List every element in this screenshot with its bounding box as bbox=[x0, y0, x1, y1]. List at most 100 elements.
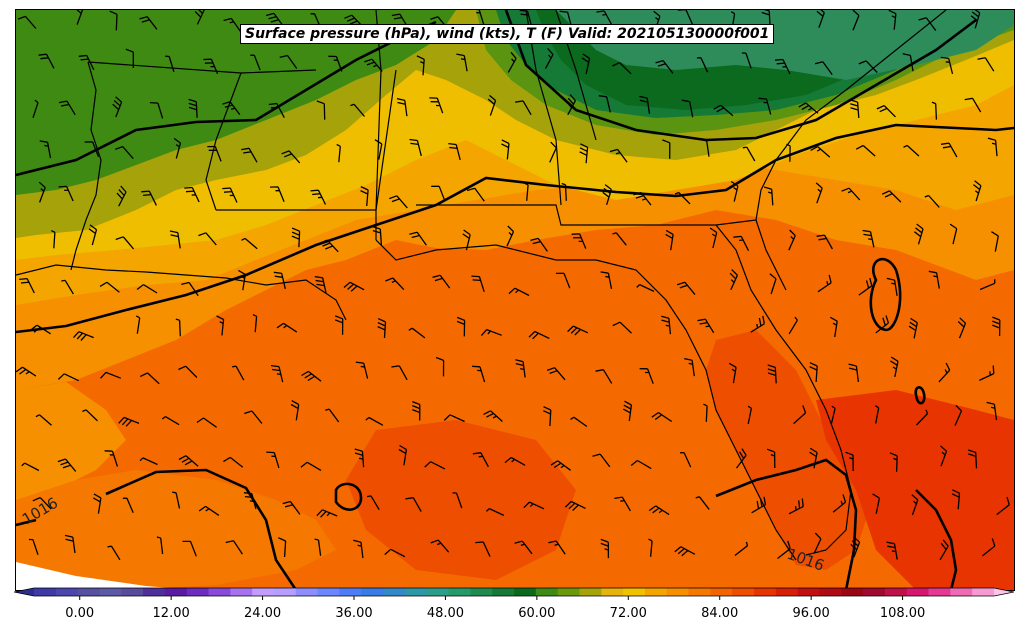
wind-barb bbox=[600, 271, 613, 290]
colorbar-segment bbox=[274, 588, 297, 596]
wind-barb bbox=[733, 235, 750, 251]
wind-barb bbox=[639, 95, 651, 114]
wind-barb bbox=[602, 184, 613, 205]
wind-barb bbox=[471, 365, 486, 383]
colorbar-segment bbox=[77, 588, 100, 596]
wind-barb bbox=[816, 234, 833, 250]
wind-barb bbox=[107, 545, 121, 561]
wind-barb bbox=[862, 229, 875, 248]
colorbar-segment bbox=[732, 588, 755, 596]
colorbar-segment bbox=[361, 588, 384, 596]
wind-barb bbox=[991, 231, 999, 252]
wind-barb bbox=[241, 237, 258, 250]
wind-barb bbox=[674, 191, 691, 205]
wind-barb bbox=[366, 495, 380, 511]
wind-barb bbox=[61, 279, 74, 295]
wind-barb bbox=[178, 365, 198, 378]
wind-barb bbox=[252, 314, 258, 333]
wind-barb bbox=[319, 239, 339, 253]
wind-barb bbox=[350, 103, 365, 117]
wind-barb bbox=[548, 540, 566, 555]
wind-barb bbox=[788, 229, 796, 251]
wind-barb bbox=[466, 187, 485, 202]
wind-barb bbox=[916, 409, 929, 426]
wind-barb bbox=[175, 318, 181, 337]
temperature-zone-east-red bbox=[816, 390, 1014, 590]
colorbar-segment bbox=[601, 588, 624, 596]
wind-barb bbox=[612, 321, 632, 334]
wind-barb bbox=[747, 405, 753, 425]
wind-barb bbox=[38, 53, 55, 69]
wind-barb bbox=[114, 145, 134, 160]
wind-barb bbox=[612, 232, 627, 246]
wind-barb bbox=[487, 94, 497, 116]
wind-barb bbox=[76, 10, 84, 25]
temperature-zone-orange-west bbox=[16, 382, 126, 500]
wind-barb bbox=[182, 540, 197, 557]
wind-barb bbox=[815, 182, 823, 204]
colorbar-segment bbox=[448, 588, 471, 596]
wind-barb bbox=[149, 101, 164, 119]
wind-barb bbox=[125, 48, 134, 68]
wind-barb bbox=[680, 451, 692, 468]
wind-barb bbox=[598, 95, 611, 113]
wind-barb bbox=[84, 141, 100, 157]
wind-barb bbox=[520, 180, 529, 201]
wind-barb bbox=[198, 232, 217, 246]
wind-barb bbox=[964, 97, 982, 113]
wind-barb bbox=[655, 59, 674, 74]
wind-barb bbox=[855, 144, 876, 157]
wind-barb bbox=[564, 500, 586, 511]
wind-barb bbox=[967, 449, 978, 469]
wind-barb bbox=[695, 496, 710, 510]
temperature-zone-southwest-corner bbox=[16, 562, 196, 590]
wind-barb bbox=[409, 138, 422, 157]
wind-barb bbox=[648, 538, 653, 557]
wind-barb bbox=[476, 10, 485, 25]
wind-barb bbox=[270, 364, 284, 383]
wind-barb bbox=[841, 187, 861, 201]
colorbar-tick-label: 24.00 bbox=[243, 606, 282, 621]
wind-barb bbox=[301, 370, 322, 382]
wind-barb bbox=[431, 185, 446, 202]
wind-barb bbox=[104, 450, 119, 467]
wind-barb bbox=[809, 447, 818, 469]
wind-barb bbox=[300, 461, 322, 471]
wind-barb bbox=[268, 102, 285, 119]
colorbar-segment bbox=[557, 588, 580, 596]
wind-barb bbox=[544, 48, 554, 69]
wind-barb bbox=[472, 452, 489, 468]
wind-barb bbox=[39, 140, 52, 159]
wind-barb bbox=[543, 406, 552, 427]
wind-barb bbox=[141, 190, 157, 206]
wind-barb bbox=[173, 137, 182, 159]
wind-barb bbox=[291, 227, 301, 248]
wind-barb bbox=[633, 191, 652, 206]
wind-barb bbox=[902, 53, 914, 72]
wind-barb bbox=[941, 142, 958, 158]
wind-barb bbox=[475, 541, 491, 557]
wind-barb bbox=[243, 492, 257, 510]
wind-barb bbox=[614, 496, 631, 512]
wind-barb bbox=[889, 452, 898, 472]
wind-barb bbox=[139, 16, 158, 30]
map-panel: 1016 1016 Surface pressure (hPa), wind (… bbox=[15, 9, 1015, 591]
wind-barb bbox=[409, 231, 427, 246]
wind-barb bbox=[161, 416, 180, 426]
wind-barb bbox=[661, 315, 672, 335]
colorbar-segment bbox=[863, 588, 886, 596]
colorbar-tick-label: 48.00 bbox=[426, 606, 465, 621]
colorbar-segment bbox=[797, 588, 820, 596]
wind-barb bbox=[698, 138, 710, 157]
wind-barb bbox=[528, 330, 550, 340]
wind-barb bbox=[514, 540, 533, 555]
colorbar-segment bbox=[623, 588, 646, 596]
wind-barb bbox=[32, 497, 52, 510]
wind-barb bbox=[58, 185, 74, 202]
wind-barb bbox=[344, 14, 364, 28]
wind-barb bbox=[858, 60, 878, 73]
wind-barb bbox=[169, 230, 181, 249]
wind-barb bbox=[57, 373, 79, 382]
wind-barb bbox=[178, 455, 199, 467]
wind-barb bbox=[443, 414, 465, 423]
